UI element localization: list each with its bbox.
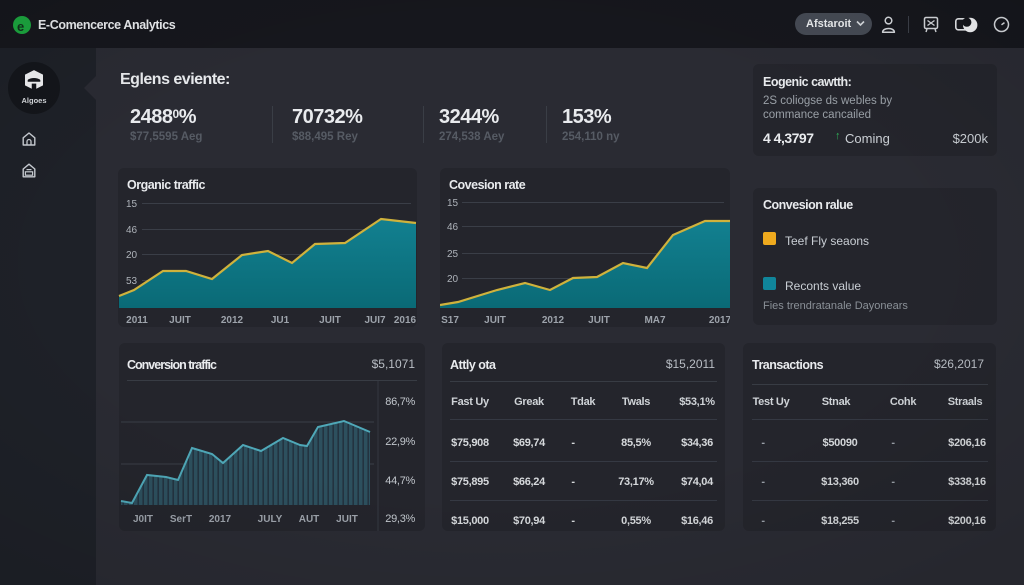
svg-text:2011: 2011 [126,315,148,326]
svg-text:$34,36: $34,36 [681,437,713,449]
svg-text:Test Uy: Test Uy [753,396,791,408]
svg-text:Straals: Straals [948,396,983,408]
svg-text:Tdak: Tdak [571,396,597,408]
svg-text:85,5%: 85,5% [621,437,651,449]
svg-text:$18,255: $18,255 [821,515,859,527]
svg-text:S17: S17 [441,315,459,326]
svg-text:Fast Uy: Fast Uy [451,396,490,408]
svg-text:46: 46 [126,225,138,236]
svg-text:0,55%: 0,55% [621,515,651,527]
svg-text:53: 53 [126,276,138,287]
svg-text:-: - [571,476,575,488]
svg-text:20: 20 [126,250,138,261]
svg-text:JUIT: JUIT [319,315,341,326]
svg-text:JUI7: JUI7 [364,315,386,326]
svg-text:$13,360: $13,360 [821,476,859,488]
svg-text:JUIT: JUIT [588,315,610,326]
svg-text:2012: 2012 [542,315,565,326]
svg-text:$75,908: $75,908 [451,437,489,449]
svg-text:-: - [891,437,895,449]
svg-text:25: 25 [447,249,459,260]
svg-text:$15,000: $15,000 [451,515,489,527]
svg-text:J0IT: J0IT [133,514,153,525]
svg-text:MA7: MA7 [644,315,666,326]
svg-text:22,9%: 22,9% [385,436,415,448]
svg-text:$70,94: $70,94 [513,515,546,527]
svg-text:$74,04: $74,04 [681,476,714,488]
svg-text:JUIT: JUIT [169,315,191,326]
svg-text:SerT: SerT [170,514,192,525]
svg-text:$200,16: $200,16 [948,515,986,527]
svg-text:$66,24: $66,24 [513,476,546,488]
svg-text:2016: 2016 [394,315,417,326]
svg-text:$75,895: $75,895 [451,476,489,488]
svg-text:2017: 2017 [709,315,730,326]
svg-text:29,3%: 29,3% [385,513,415,525]
svg-text:44,7%: 44,7% [385,475,415,487]
svg-text:-: - [571,437,575,449]
svg-text:JUIT: JUIT [336,514,358,525]
svg-text:Stnak: Stnak [822,396,852,408]
svg-text:20: 20 [447,274,459,285]
svg-text:-: - [571,515,575,527]
svg-text:Cohk: Cohk [890,396,917,408]
svg-text:-: - [891,515,895,527]
svg-text:-: - [761,437,765,449]
svg-text:-: - [761,515,765,527]
svg-text:2017: 2017 [209,514,232,525]
svg-text:-: - [761,476,765,488]
svg-text:$69,74: $69,74 [513,437,546,449]
svg-text:46: 46 [447,222,459,233]
svg-text:Twals: Twals [622,396,650,408]
svg-text:-: - [891,476,895,488]
svg-text:Greak: Greak [514,396,545,408]
svg-text:JUIT: JUIT [484,315,506,326]
svg-text:$50090: $50090 [823,437,858,449]
svg-text:JULY: JULY [258,514,283,525]
svg-text:$16,46: $16,46 [681,515,713,527]
svg-text:$53,1%: $53,1% [679,396,715,408]
svg-text:15: 15 [447,198,459,209]
svg-text:15: 15 [126,199,138,210]
svg-text:AUT: AUT [299,514,320,525]
svg-text:86,7%: 86,7% [385,396,415,408]
svg-text:JU1: JU1 [271,315,290,326]
svg-text:$338,16: $338,16 [948,476,986,488]
svg-text:73,17%: 73,17% [618,476,654,488]
svg-text:$206,16: $206,16 [948,437,986,449]
svg-text:2012: 2012 [221,315,244,326]
